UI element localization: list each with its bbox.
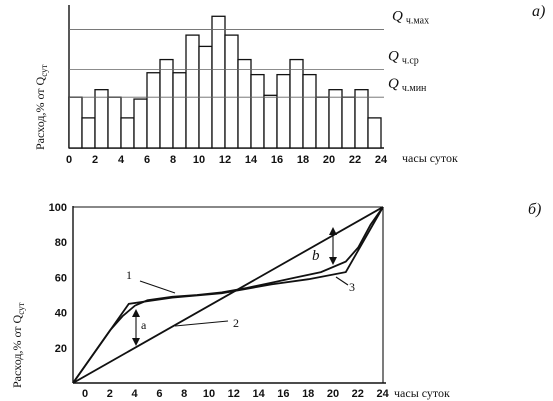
curve-1-leader [139, 280, 176, 294]
annotation-a-label: a [141, 318, 147, 332]
bar-hour-9 [185, 34, 200, 149]
bar-x-tick-10: 10 [193, 154, 205, 166]
annotation-a-arrow [132, 309, 140, 346]
panel-b-label: б) [528, 201, 541, 218]
line-x-tick-0: 0 [82, 388, 88, 400]
svg-text:Расход,% от Qсут: Расход,% от Qсут [33, 64, 49, 150]
bar-hour-0 [68, 96, 83, 149]
line-chart-y-ticks: 20 40 60 80 100 [49, 202, 67, 355]
line-y-tick-100: 100 [49, 202, 67, 214]
line-x-tick-16: 16 [277, 388, 289, 400]
bar-x-tick-18: 18 [297, 154, 309, 166]
line-x-tick-6: 6 [156, 388, 162, 400]
line-x-tick-14: 14 [252, 388, 265, 400]
bar-hour-11 [211, 15, 226, 149]
bar-x-tick-24: 24 [375, 154, 388, 166]
line-x-tick-24: 24 [376, 388, 389, 400]
bar-series [68, 15, 382, 149]
line-chart-x-ticks: 0 2 4 6 8 10 12 14 16 18 20 22 24 [82, 388, 390, 400]
line-chart-y-label: Расход,% от Qсут [10, 302, 26, 388]
line-x-tick-4: 4 [132, 388, 139, 400]
bar-hour-14 [250, 73, 265, 149]
bar-hour-18 [302, 73, 317, 149]
line-x-tick-20: 20 [327, 388, 339, 400]
bar-hour-4 [120, 117, 135, 149]
bar-chart-x-ticks: 0 2 4 6 8 10 12 14 16 18 20 22 24 [66, 154, 388, 166]
bar-hour-19 [315, 96, 330, 149]
line-x-tick-22: 22 [352, 388, 364, 400]
line-y-tick-80: 80 [55, 237, 67, 249]
bar-hour-20 [328, 89, 343, 149]
bar-x-tick-16: 16 [271, 154, 283, 166]
line-series [72, 206, 384, 384]
bar-hour-2 [94, 89, 109, 149]
bar-hour-17 [289, 58, 304, 149]
bar-hour-6 [146, 72, 161, 149]
curve-2-label: 2 [233, 316, 239, 330]
curve-3-leader [335, 276, 349, 286]
line-x-tick-12: 12 [228, 388, 240, 400]
line-x-tick-18: 18 [302, 388, 314, 400]
curve-3-label: 3 [349, 280, 355, 294]
line-y-tick-60: 60 [55, 272, 67, 284]
panel-a-label: а) [532, 3, 545, 20]
svg-text:Расход,% от Qсут: Расход,% от Qсут [10, 302, 26, 388]
bar-hour-16 [276, 73, 291, 149]
annotation-b-arrow [329, 227, 337, 265]
bar-hour-13 [237, 58, 252, 149]
bar-x-tick-12: 12 [219, 154, 231, 166]
bar-hour-23 [367, 117, 382, 149]
bar-chart-x-label: часы суток [402, 151, 458, 165]
bar-hour-3 [107, 96, 122, 149]
bar-x-tick-8: 8 [170, 154, 176, 166]
line-series-3 [72, 206, 384, 384]
line-x-tick-8: 8 [181, 388, 187, 400]
bar-chart-y-label: Расход,% от Qсут [33, 64, 49, 150]
curve-2-leader [174, 320, 229, 327]
bar-x-tick-6: 6 [144, 154, 150, 166]
line-chart-x-label: часы суток [394, 386, 450, 400]
line-x-tick-2: 2 [107, 388, 113, 400]
curve-1-label: 1 [126, 268, 132, 282]
bar-hour-21 [341, 96, 356, 149]
bar-hour-22 [354, 89, 369, 149]
bar-x-tick-20: 20 [323, 154, 335, 166]
line-y-tick-40: 40 [55, 308, 67, 320]
line-x-tick-10: 10 [203, 388, 215, 400]
bar-x-tick-22: 22 [349, 154, 361, 166]
bar-hour-15 [263, 94, 278, 149]
bar-hour-1 [81, 117, 96, 149]
bar-hour-8 [172, 72, 187, 149]
bar-x-tick-0: 0 [66, 154, 72, 166]
line-y-tick-20: 20 [55, 343, 67, 355]
annotation-b-label: b [312, 248, 320, 264]
bar-x-tick-14: 14 [245, 154, 258, 166]
bar-hour-12 [224, 34, 239, 149]
bar-hour-5 [133, 98, 148, 149]
bar-x-tick-4: 4 [118, 154, 125, 166]
bar-x-tick-2: 2 [92, 154, 98, 166]
line-series-2 [72, 206, 384, 384]
bar-hour-7 [159, 58, 174, 149]
